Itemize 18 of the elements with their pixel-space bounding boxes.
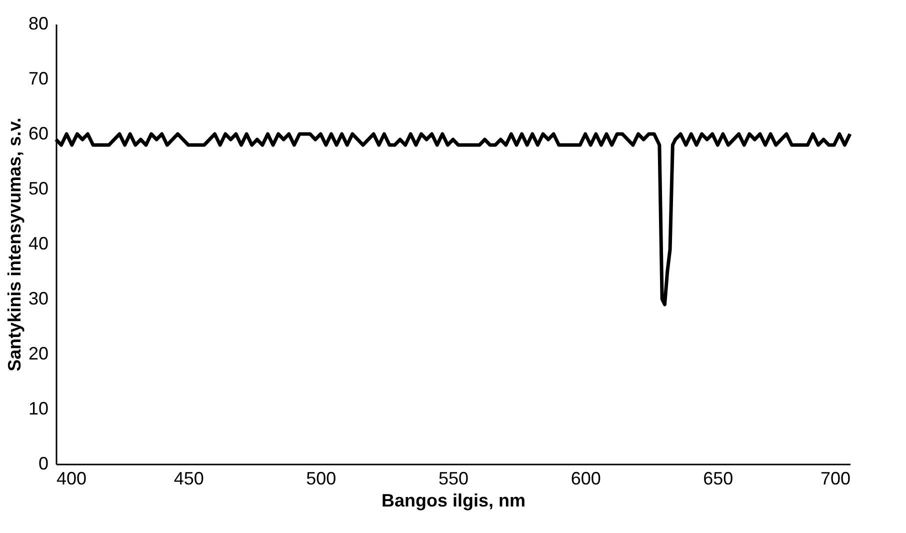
y-tick-label: 70	[28, 68, 48, 88]
x-tick-label: 400	[56, 468, 87, 488]
y-tick-label: 40	[28, 234, 48, 254]
x-tick-label: 550	[438, 468, 469, 488]
y-tick-label: 0	[38, 454, 48, 474]
x-tick-label: 500	[306, 468, 336, 488]
x-axis-title: Bangos ilgis, nm	[381, 490, 526, 510]
y-tick-label: 80	[28, 14, 48, 34]
y-tick-label: 60	[28, 124, 48, 144]
y-tick-label: 50	[28, 178, 48, 198]
x-tick-label: 450	[174, 468, 204, 488]
x-tick-label: 650	[703, 468, 734, 488]
y-tick-label: 30	[28, 288, 48, 308]
y-tick-label: 10	[28, 398, 48, 418]
y-axis-title: Santykinis intensyvumas, s.v.	[4, 118, 24, 372]
x-tick-label: 600	[570, 468, 601, 488]
x-tick-label: 700	[820, 468, 850, 488]
y-tick-label: 20	[28, 344, 48, 364]
